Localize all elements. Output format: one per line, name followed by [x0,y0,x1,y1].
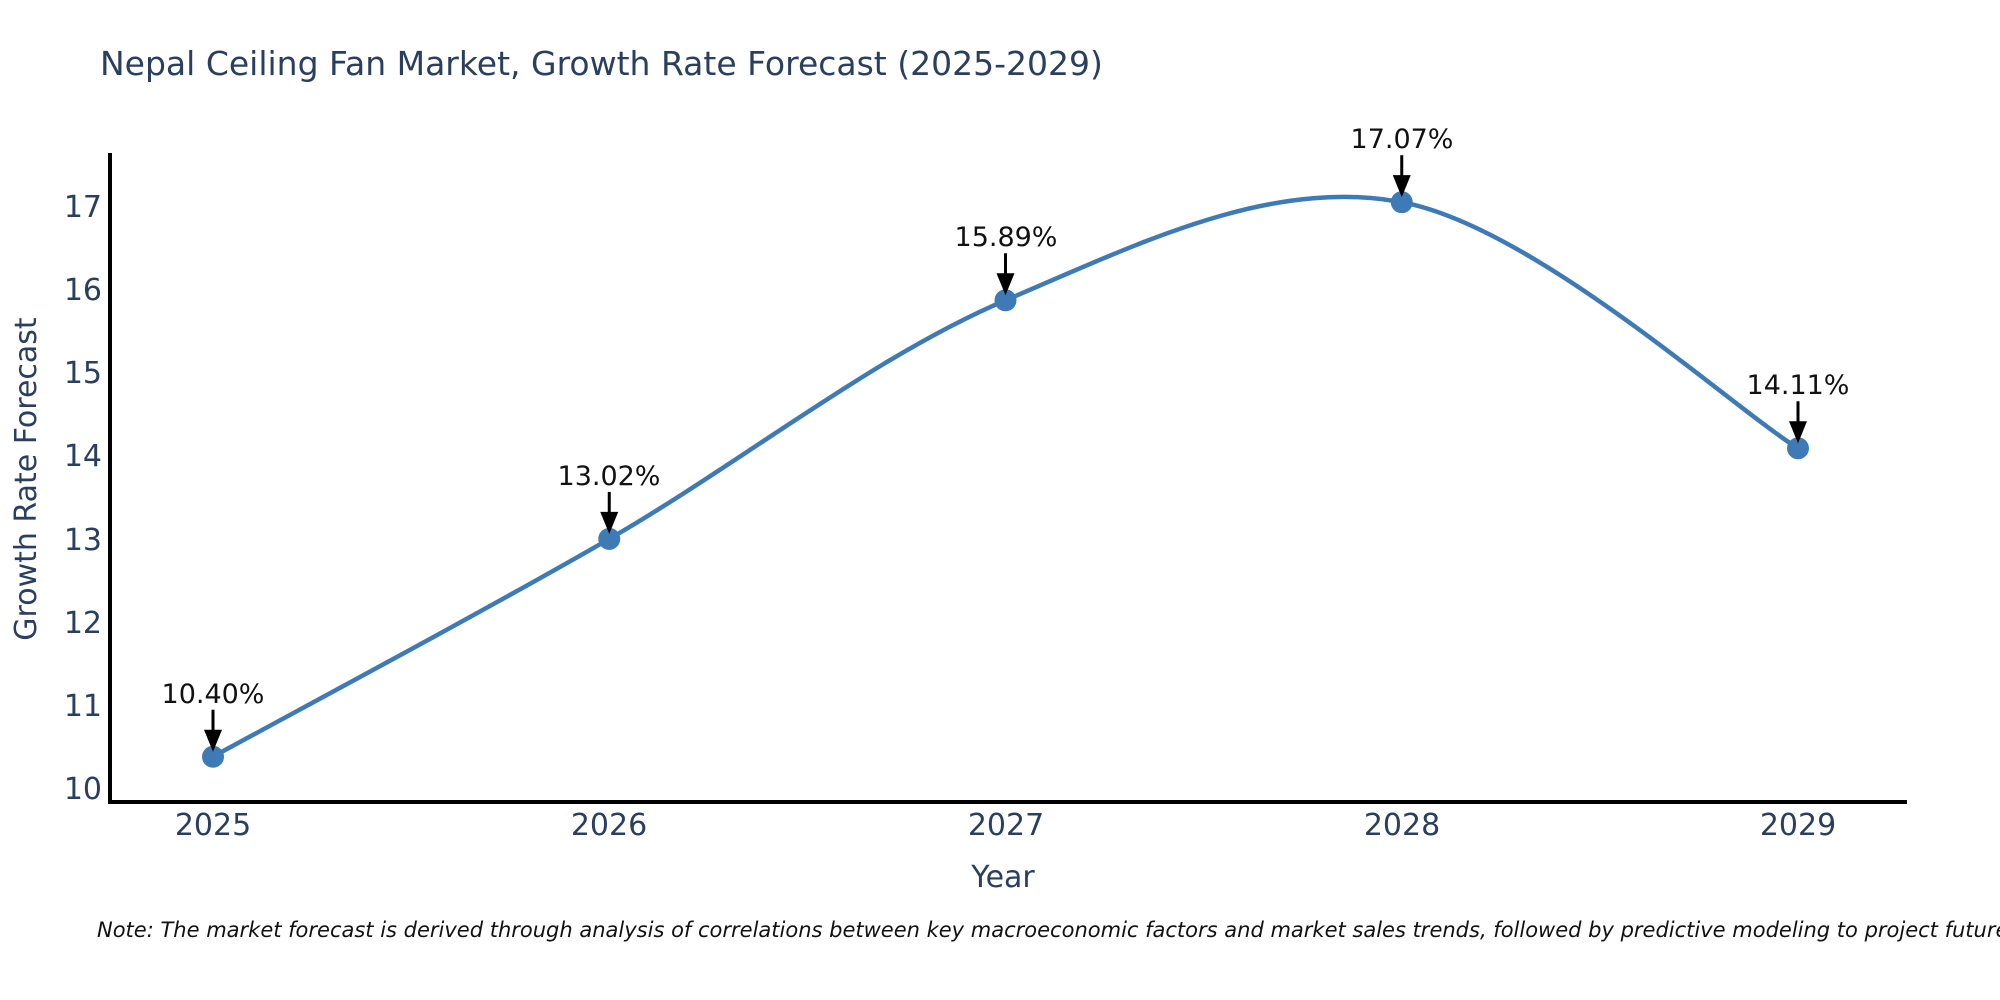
chart-title: Nepal Ceiling Fan Market, Growth Rate Fo… [100,44,1103,83]
data-point-marker [1390,191,1413,214]
x-tick-label: 2026 [570,808,648,843]
annotation-arrow-head [1392,175,1411,198]
x-axis-title: Year [971,860,1035,895]
y-tick-label: 13 [63,523,102,558]
data-point-marker [994,289,1017,312]
y-tick-label: 11 [63,689,102,724]
point-value-label: 10.40% [161,679,265,710]
y-tick-label: 14 [63,439,102,474]
x-tick-label: 2028 [1363,808,1441,843]
data-point-marker [598,527,621,550]
point-value-label: 13.02% [557,461,661,492]
footnote: Note: The market forecast is derived thr… [97,918,2000,942]
y-tick-label: 16 [63,273,102,308]
data-point-marker [202,745,224,768]
x-tick-label: 2027 [967,808,1045,843]
annotation-arrow-head [1789,421,1807,444]
point-value-label: 17.07% [1350,124,1454,155]
y-tick-label: 12 [63,606,102,641]
data-point-marker [1787,437,1809,460]
y-tick-label: 15 [63,356,102,391]
y-tick-label: 10 [63,772,102,807]
point-value-label: 14.11% [1746,370,1850,401]
annotation-arrow-head [996,273,1015,296]
point-value-label: 15.89% [954,222,1058,253]
y-tick-label: 17 [63,190,102,225]
x-tick-label: 2025 [174,808,252,843]
annotation-arrow-head [600,511,619,534]
x-tick-label: 2029 [1759,808,1837,843]
annotation-arrow-head [204,729,222,752]
